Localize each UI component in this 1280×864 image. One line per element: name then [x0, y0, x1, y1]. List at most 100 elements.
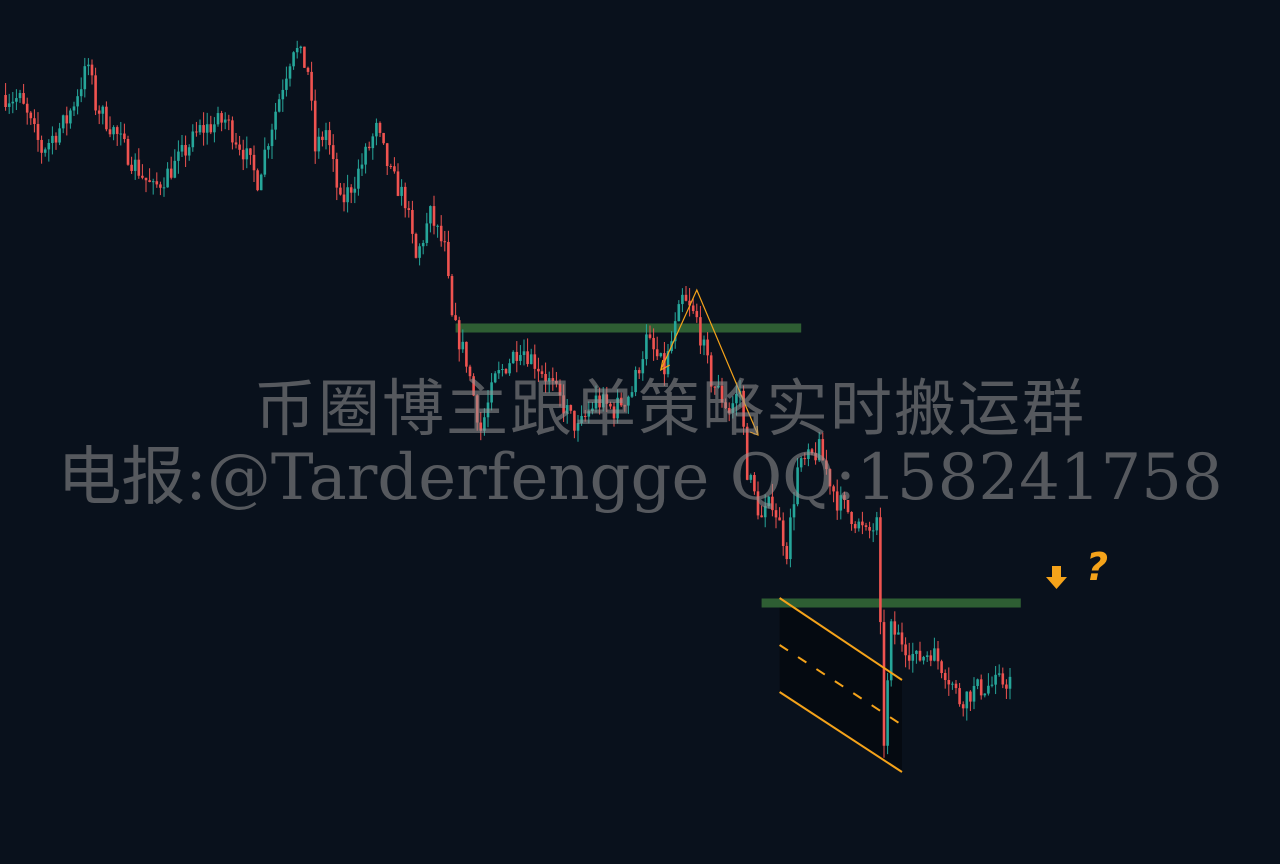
candle-body: [807, 449, 810, 460]
candle-body: [40, 139, 43, 153]
candle-body: [933, 648, 936, 661]
candle-body: [457, 320, 461, 350]
candle-body: [861, 521, 864, 526]
candle-body: [303, 46, 306, 68]
candle-body: [371, 136, 375, 149]
candle-body: [400, 186, 403, 196]
candle-body: [616, 397, 619, 419]
candle-body: [256, 170, 259, 191]
candle-body: [994, 674, 997, 685]
candle-body: [144, 177, 148, 181]
candle-body: [681, 294, 684, 305]
candle-body: [184, 145, 187, 156]
candle-body: [403, 186, 407, 209]
candle-body: [180, 145, 184, 152]
candle-body: [623, 405, 627, 407]
candle-body: [684, 294, 688, 301]
candle-body: [886, 680, 889, 746]
candle-body: [295, 48, 299, 53]
candle-body: [569, 405, 573, 411]
candle-body: [317, 136, 321, 152]
candle-body: [155, 181, 159, 185]
candle-body: [735, 393, 738, 404]
candle-body: [515, 351, 519, 361]
candle-body: [627, 396, 630, 406]
channel-lower-line: [779, 691, 903, 773]
candle-body: [450, 276, 454, 316]
candle-body: [108, 129, 112, 135]
candle-body: [508, 363, 511, 374]
candle-body: [699, 317, 702, 346]
candle-body: [1005, 684, 1008, 689]
candle-body: [519, 355, 522, 361]
candle-body: [90, 64, 94, 76]
candle-body: [576, 423, 580, 431]
candle-body: [724, 402, 727, 409]
candle-body: [191, 131, 195, 148]
candle-body: [357, 168, 360, 189]
candle-body: [828, 469, 832, 487]
candle-body: [853, 524, 857, 529]
candle-body: [195, 131, 198, 133]
candle-body: [486, 402, 490, 418]
candle-body: [997, 673, 1001, 675]
candle-body: [205, 124, 209, 133]
candle-body: [360, 164, 364, 169]
candle-body: [15, 98, 18, 102]
candle-body: [227, 119, 231, 121]
candle-body: [936, 648, 940, 662]
candle-body: [652, 337, 655, 350]
candle-body: [468, 366, 472, 377]
candle-body: [69, 110, 72, 124]
candle-body: [436, 225, 439, 227]
candle-body: [47, 143, 51, 150]
candle-body: [760, 515, 763, 518]
candle-body: [673, 321, 677, 342]
candle-body: [871, 530, 875, 532]
candle-body: [857, 521, 861, 529]
candle-body: [133, 159, 137, 171]
candle-body: [425, 223, 429, 243]
candle-body: [245, 148, 249, 160]
candle-body: [342, 194, 346, 203]
candle-body: [591, 408, 594, 412]
candle-body: [97, 110, 101, 114]
candle-body: [792, 504, 796, 518]
candle-body: [609, 403, 612, 407]
candle-body: [475, 395, 479, 423]
candle-body: [648, 334, 652, 338]
candle-body: [310, 71, 313, 101]
candle-body: [961, 704, 965, 709]
candle-body: [159, 184, 162, 188]
candle-body: [767, 496, 771, 507]
candle-body: [234, 142, 238, 145]
candle-body: [202, 125, 205, 133]
candle-body: [36, 124, 40, 140]
candle-body: [414, 233, 418, 258]
candle-body: [821, 439, 825, 461]
candle-body: [717, 385, 720, 388]
candle-body: [965, 691, 969, 709]
candle-body: [439, 225, 443, 242]
candle-body: [825, 460, 828, 470]
candle-body: [465, 341, 468, 367]
candle-body: [799, 458, 803, 468]
candle-body: [911, 653, 915, 661]
candle-body: [252, 154, 256, 171]
candle-body: [22, 93, 25, 104]
candle-body: [918, 650, 922, 661]
candle-body: [29, 112, 33, 119]
candle-body: [594, 395, 598, 409]
candle-body: [79, 89, 83, 97]
candle-body: [583, 415, 587, 417]
candle-body: [328, 130, 331, 146]
candle-body: [706, 339, 709, 356]
candle-body: [868, 527, 871, 531]
candle-body: [162, 187, 166, 189]
candle-body: [263, 149, 267, 175]
candle-body: [875, 517, 879, 531]
candle-body: [598, 395, 601, 408]
candle-body: [925, 655, 929, 657]
candle-body: [537, 368, 540, 372]
